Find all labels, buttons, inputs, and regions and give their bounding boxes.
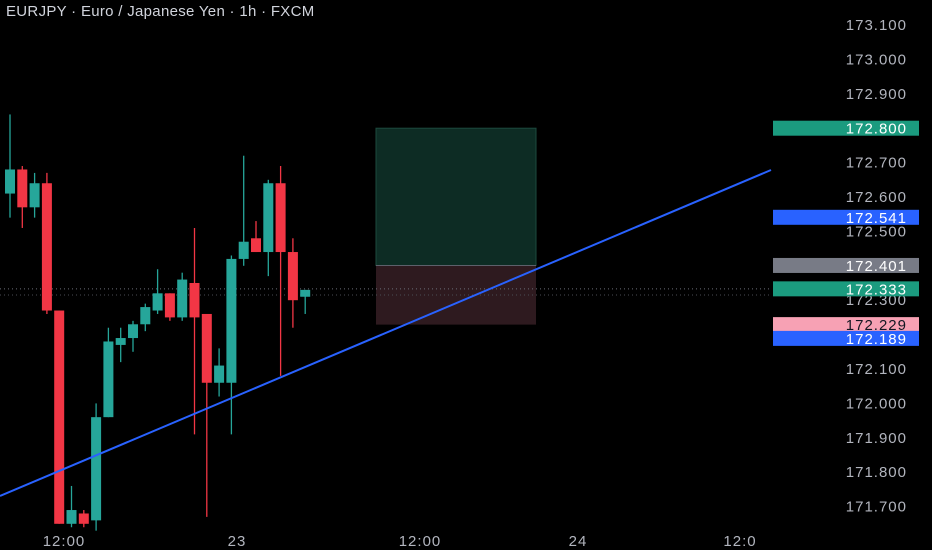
candle-bear [287,252,298,301]
price-badge-text: 172.333 [846,281,907,298]
candle-bull [238,241,249,259]
candle-bear [54,310,65,524]
candle-bull [5,169,15,194]
y-axis-tick: 172.100 [846,361,907,378]
y-axis-tick: 172.300 [846,292,907,309]
price-badge-text: 172.401 [846,258,907,275]
price-badge-target [773,120,919,136]
price-badge-text: 172.229 [846,317,907,334]
price-badge-trendline-low [773,330,919,346]
y-axis-tick: 172.600 [846,189,907,206]
chart-title: EURJPY · Euro / Japanese Yen · 1h · FXCM [6,3,315,20]
price-badge-entry [773,257,919,273]
y-axis-tick: 173.000 [846,51,907,68]
y-axis-tick: 173.100 [846,17,907,34]
y-axis-tick: 172.900 [846,86,907,103]
candle-bear [41,183,52,311]
price-badge-text: 172.541 [846,210,907,227]
y-axis-tick: 171.700 [846,499,907,516]
price-badge-stop [773,317,919,333]
y-axis-tick: 171.900 [846,430,907,447]
candle-bull [214,365,225,383]
candle-bull [300,289,311,297]
candle-bull [140,307,151,325]
target-zone [375,127,537,266]
x-axis-tick: 12:00 [399,533,442,550]
candle-bear [164,293,175,318]
x-axis-tick: 24 [569,533,588,550]
candle-bear [251,238,261,253]
candle-bear [201,313,212,383]
y-axis-tick: 171.800 [846,464,907,481]
candle-bull [128,324,138,339]
price-badge-text: 172.189 [846,331,907,348]
price-badge-trendline [773,209,919,225]
x-axis-tick: 23 [228,533,247,550]
candle-bull [115,338,126,345]
x-axis-tick: 12:0 [723,533,756,550]
candle-bear [17,169,28,208]
candle-bull [91,417,102,521]
y-axis-tick: 172.700 [846,155,907,172]
y-axis-tick: 172.500 [846,223,907,240]
candle-bear [78,513,89,524]
y-axis-tick: 172.000 [846,395,907,412]
price-badge-last [773,281,919,297]
candle-bull [66,510,77,524]
candle-bull [152,293,163,311]
candle-bull [29,183,40,208]
trendline [0,169,772,497]
candle-bull [103,341,114,418]
candle-bull [263,183,274,253]
x-axis-tick: 12:00 [43,533,86,550]
candle-bull [226,258,237,383]
candle-bull [177,279,188,318]
candle-bear [275,183,286,253]
candle-bear [189,283,200,318]
price-badge-text: 172.800 [846,121,907,138]
